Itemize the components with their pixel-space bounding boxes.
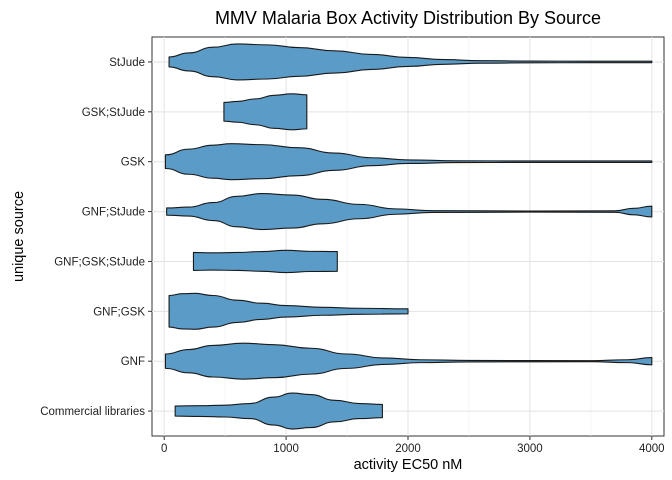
x-tick-label: 0 [161, 443, 167, 455]
y-tick-label: GNF;StJude [82, 207, 145, 219]
violin-gsk [164, 143, 653, 181]
y-tick-label: GSK;StJude [82, 107, 145, 119]
x-tick-label: 1000 [273, 443, 299, 455]
violin-stjude [168, 43, 653, 81]
violin-gsk-stjude [223, 93, 308, 131]
y-tick-label: GSK [121, 157, 146, 169]
y-tick-label: GNF [121, 356, 145, 368]
y-tick-label: Commercial libraries [40, 406, 145, 418]
x-tick-label: 4000 [639, 443, 665, 455]
y-tick-label: GNF;GSK [93, 306, 145, 318]
y-axis: StJude GSK;StJude GSK GNF;StJude GNF;GSK;StJ… [40, 57, 152, 418]
x-axis-title: activity EC50 nM [354, 457, 463, 473]
x-tick-label: 3000 [517, 443, 543, 455]
y-axis-title: unique source [11, 191, 27, 282]
violin-gnf-stjude [166, 193, 653, 231]
violin-commercial-libraries [174, 392, 383, 430]
violins [164, 43, 653, 430]
violin-gnf [164, 342, 653, 380]
y-tick-label: StJude [109, 57, 145, 69]
y-tick-label: GNF;GSK;StJude [54, 256, 145, 268]
x-tick-label: 2000 [395, 443, 421, 455]
violin-gnf-gsk [168, 292, 409, 330]
chart-title: MMV Malaria Box Activity Distribution By… [215, 8, 601, 28]
x-axis: 0 1000 2000 3000 4000 [161, 436, 665, 455]
violin-gnf-gsk-stjude [192, 249, 338, 274]
